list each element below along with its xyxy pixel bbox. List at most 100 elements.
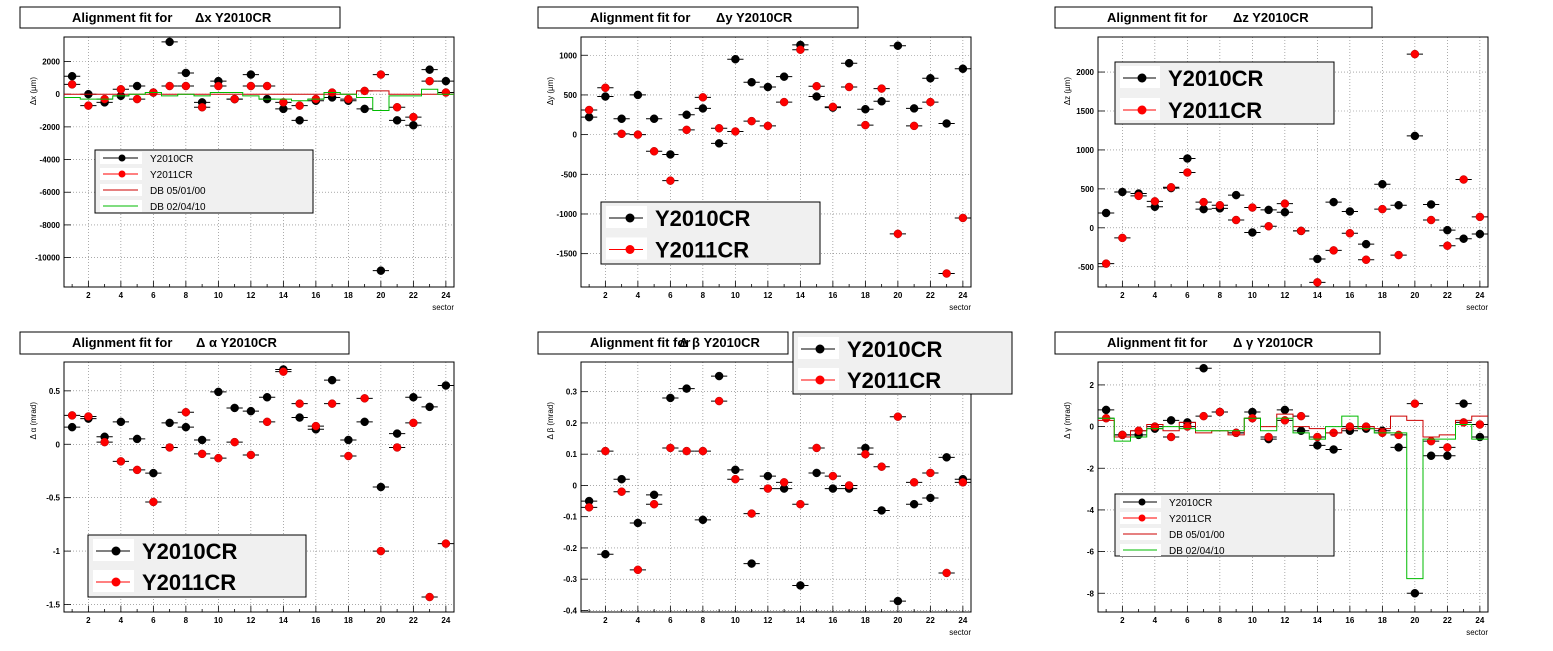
x-tick-label: 2	[1120, 291, 1125, 300]
data-point	[893, 229, 903, 239]
data-point	[425, 65, 434, 74]
x-tick-label: 20	[376, 291, 385, 300]
data-point	[909, 499, 919, 509]
data-point	[731, 474, 740, 484]
data-point	[392, 429, 402, 438]
series-4	[1098, 415, 1488, 580]
legend-marker	[625, 245, 635, 254]
legend-marker	[118, 170, 126, 178]
data-point	[1394, 430, 1403, 440]
data-point	[714, 139, 724, 148]
x-tick-label: 8	[701, 616, 706, 625]
data-point	[1280, 416, 1290, 425]
legend-label: Y2010CR	[1169, 498, 1212, 509]
data-point	[1345, 207, 1355, 216]
data-point	[279, 367, 288, 376]
x-tick-label: 8	[701, 291, 706, 300]
data-point	[246, 450, 256, 460]
legend-marker	[1137, 105, 1147, 115]
x-tick-label: 12	[246, 616, 255, 625]
data-point	[958, 213, 968, 223]
data-point	[747, 77, 756, 87]
data-point	[731, 54, 740, 64]
data-point	[942, 453, 951, 462]
x-tick-label: 16	[1345, 291, 1354, 300]
data-point	[441, 539, 451, 548]
data-point	[763, 484, 773, 493]
data-point	[149, 468, 158, 478]
x-tick-label: 16	[828, 291, 837, 300]
data-point	[1150, 197, 1160, 206]
x-tick-label: 10	[214, 616, 223, 625]
data-point	[214, 453, 223, 463]
data-point	[84, 101, 93, 110]
legend-marker	[1137, 73, 1147, 83]
data-point	[100, 437, 109, 447]
x-tick-label: 18	[1378, 616, 1387, 625]
chart-title: Alignment fit for	[72, 335, 172, 350]
x-tick-label: 6	[1185, 291, 1190, 300]
data-point	[698, 104, 708, 113]
data-point	[649, 147, 659, 156]
data-point	[731, 465, 740, 475]
data-point	[617, 474, 626, 484]
data-point	[376, 266, 386, 275]
y-tick-label: -0.5	[46, 494, 60, 503]
data-point	[1150, 422, 1160, 431]
data-point	[909, 121, 919, 131]
legend-marker	[111, 546, 121, 556]
data-point	[1329, 246, 1338, 255]
data-point	[584, 105, 594, 115]
x-tick-label: 10	[731, 291, 740, 300]
plot-frame	[1097, 36, 1489, 288]
chart-title-box	[537, 331, 789, 355]
x-axis-label: sector	[432, 303, 454, 312]
data-point	[666, 176, 675, 185]
data-point	[796, 581, 805, 590]
y-tick-label: 0	[573, 131, 578, 140]
x-tick-label: 22	[926, 616, 935, 625]
x-tick-label: 22	[409, 616, 418, 625]
data-point	[779, 97, 789, 107]
data-point	[181, 68, 191, 78]
x-tick-label: 20	[1410, 616, 1419, 625]
y-tick-label: -6000	[40, 188, 61, 197]
data-point	[1313, 432, 1322, 442]
x-tick-label: 2	[1120, 616, 1125, 625]
x-tick-label: 14	[279, 291, 288, 300]
data-point	[409, 393, 418, 402]
y-tick-label: -4	[1087, 506, 1095, 515]
chart-title-box	[1054, 331, 1381, 355]
x-tick-label: 2	[86, 291, 91, 300]
chart-title-box	[1054, 6, 1373, 29]
data-point	[67, 71, 77, 81]
y-tick-label: 500	[1081, 185, 1095, 194]
x-tick-label: 12	[246, 291, 255, 300]
plot-frame	[580, 36, 972, 288]
data-point	[246, 70, 256, 79]
data-point	[149, 497, 158, 507]
x-axis-label: sector	[949, 303, 971, 312]
y-tick-label: 500	[564, 91, 578, 100]
data-point	[181, 407, 191, 417]
legend-label: Y2011CR	[1168, 98, 1262, 123]
data-point	[67, 411, 77, 420]
y-tick-label: 0.2	[566, 419, 578, 428]
data-point	[441, 76, 451, 86]
data-point	[666, 150, 675, 159]
data-point	[1345, 229, 1355, 238]
data-point	[116, 85, 126, 94]
x-tick-label: 18	[861, 616, 870, 625]
data-point	[828, 484, 838, 493]
legend-marker	[111, 577, 121, 587]
data-point	[779, 478, 789, 487]
x-tick-label: 12	[1280, 291, 1289, 300]
legend: Y2010CR Y2011CR DB 05/01/00 DB 02/04/10	[1114, 493, 1335, 557]
data-point	[714, 396, 724, 406]
data-point	[1378, 179, 1387, 189]
y-tick-label: -0.3	[563, 575, 577, 584]
data-point	[1101, 405, 1111, 415]
data-point	[812, 92, 821, 101]
